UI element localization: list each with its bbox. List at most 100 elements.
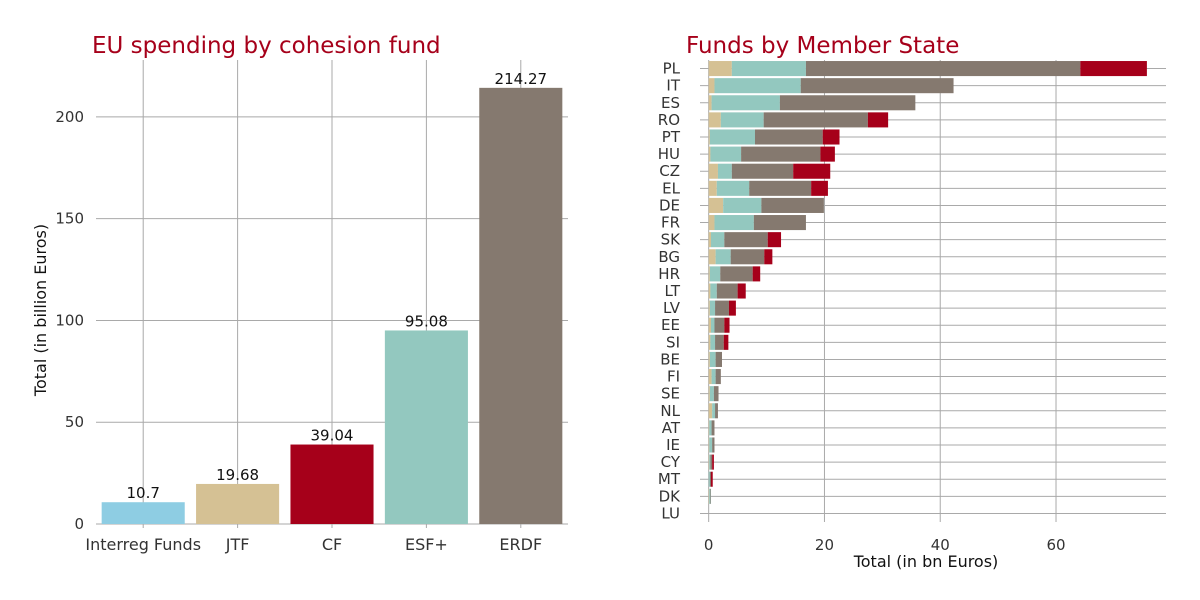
bar-segment-el-jtf (708, 180, 717, 196)
left-bars (101, 87, 563, 524)
bar-segment-fi-jtf (708, 369, 712, 385)
bar-segment-ro-esf (720, 112, 764, 128)
bar-segment-se-erdf (713, 386, 719, 402)
bar-segment-cy-jtf (708, 454, 710, 470)
left-y-tick: 150 (55, 210, 84, 228)
country-label: HU (658, 145, 680, 163)
bar-segment-pt-cf (822, 129, 840, 145)
bar-segment-el-esf (716, 180, 750, 196)
right-x-axis-label: Total (in bn Euros) (853, 552, 999, 571)
bar-segment-pl-erdf (805, 61, 1081, 77)
left-y-tick: 50 (65, 413, 84, 431)
left-data-labels: 10.7 19.68 39.04 95.08 214.27 (126, 70, 547, 502)
country-label: LT (665, 282, 681, 300)
bar-segment-at-esf (709, 420, 712, 436)
bar-erdf (479, 87, 563, 524)
bar-segment-nl-erdf (715, 403, 718, 419)
bar-segment-hu-cf (820, 146, 835, 162)
bar-segment-si-erdf (715, 334, 724, 350)
bar-segment-hu-esf (710, 146, 742, 162)
bar-segment-pl-esf (731, 61, 806, 77)
bar-segment-hr-jtf (708, 266, 710, 282)
country-label: CZ (659, 162, 680, 180)
bar-segment-el-erdf (749, 180, 812, 196)
left-bar-chart: EU spending by cohesion fund 10.7 19.68 39… (31, 33, 568, 554)
country-label: MT (658, 470, 681, 488)
bar-segment-dk-jtf (708, 488, 710, 504)
country-label: SK (661, 231, 682, 249)
bar-segment-cz-esf (717, 163, 732, 179)
country-label: LU (661, 504, 680, 522)
data-label: 95.08 (405, 312, 448, 330)
right-gridlines (700, 60, 1166, 522)
bar-segment-pt-jtf (708, 129, 710, 145)
country-label: SI (666, 333, 680, 351)
country-label: ES (661, 94, 680, 112)
bar-segment-cz-erdf (731, 163, 794, 179)
bar-segment-ee-erdf (714, 317, 725, 333)
bar-segment-cy-esf (709, 454, 711, 470)
bar-segment-es-jtf (708, 95, 712, 111)
bar-segment-hr-cf (752, 266, 761, 282)
left-y-tick: 0 (74, 515, 84, 533)
bar-segment-pl-jtf (708, 61, 732, 77)
bar-segment-lt-jtf (708, 283, 711, 299)
country-label: DE (659, 196, 680, 214)
bar-segment-se-esf (709, 386, 714, 402)
bar-segment-cy-cf (712, 454, 714, 470)
country-label: NL (660, 402, 680, 420)
left-x-tick-labels: Interreg Funds JTF CF ESF+ ERDF (85, 535, 542, 554)
bar-segment-cy-erdf (710, 454, 713, 470)
bar-segment-dk-esf (709, 488, 711, 504)
country-label: RO (658, 111, 680, 129)
bar-segment-fi-erdf (715, 369, 721, 385)
bar-segment-si-jtf (708, 334, 711, 350)
bar-segment-fr-esf (714, 215, 754, 231)
bar-segment-lv-cf (728, 300, 736, 316)
bar-segment-mt-cf (710, 471, 713, 487)
data-label: 19.68 (216, 466, 259, 484)
bar-segment-mt-erdf (709, 471, 711, 487)
bar-segment-ro-erdf (763, 112, 868, 128)
right-x-tick: 40 (931, 536, 950, 554)
right-bars (708, 61, 1147, 504)
bar-segment-si-esf (710, 334, 716, 350)
bar-segment-pt-erdf (754, 129, 823, 145)
country-label: HR (658, 265, 680, 283)
bar-segment-fr-erdf (753, 215, 806, 231)
country-label: CY (661, 453, 681, 471)
bar-segment-bg-erdf (730, 249, 765, 265)
country-label: AT (662, 419, 681, 437)
bar-segment-ie-esf (709, 437, 713, 453)
bar-segment-mt-esf (708, 471, 710, 487)
bar-segment-cz-cf (793, 163, 831, 179)
left-x-tick: CF (322, 535, 342, 554)
bar-segment-fr-jtf (708, 215, 715, 231)
bar-segment-de-erdf (761, 197, 824, 213)
bar-segment-bg-jtf (708, 249, 716, 265)
country-label: SE (661, 385, 680, 403)
bar-segment-lv-jtf (708, 300, 710, 316)
data-label: 214.27 (495, 70, 548, 88)
bar-segment-ro-jtf (708, 112, 721, 128)
left-x-tick: Interreg Funds (85, 535, 201, 554)
bar-segment-sk-jtf (708, 232, 711, 248)
left-x-tick: ESF+ (405, 535, 448, 554)
bar-segment-bg-cf (764, 249, 773, 265)
bar-segment-hr-erdf (720, 266, 753, 282)
bar-segment-ee-jtf (708, 317, 711, 333)
data-label: 39.04 (311, 427, 354, 445)
bar-segment-it-jtf (708, 78, 715, 94)
bar-segment-es-esf (711, 95, 780, 111)
bar-segment-pt-esf (709, 129, 755, 145)
bar-segment-ee-esf (710, 317, 715, 333)
country-label: DK (659, 487, 682, 505)
bar-segment-nl-esf (712, 403, 716, 419)
right-country-labels: PLITESROPTHUCZELDEFRSKBGHRLTLVEESIBEFISE… (658, 60, 681, 523)
country-label: FI (667, 368, 680, 386)
bar-esf- (384, 330, 468, 524)
bar-segment-hu-jtf (708, 146, 711, 162)
left-y-axis-label: Total (in billion Euros) (31, 224, 50, 397)
country-label: IE (666, 436, 680, 454)
